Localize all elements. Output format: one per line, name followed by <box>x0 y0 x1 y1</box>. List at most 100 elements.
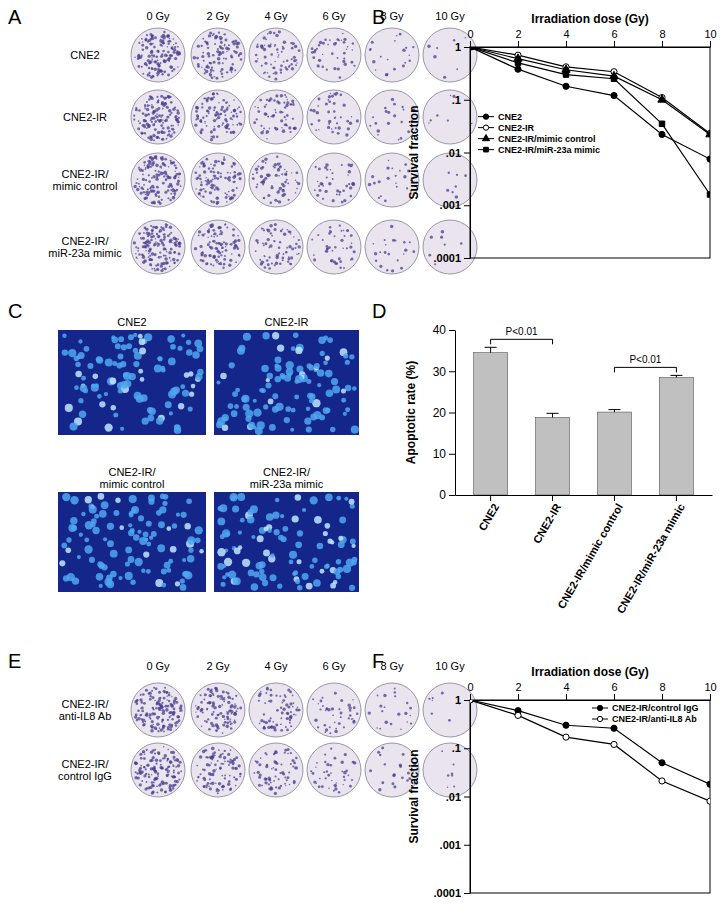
colony <box>173 68 175 70</box>
colony <box>396 186 398 188</box>
colony <box>385 110 388 113</box>
colony <box>135 246 137 248</box>
colony <box>193 56 197 60</box>
colony <box>160 764 162 766</box>
colony <box>173 131 175 133</box>
colony <box>215 689 218 692</box>
colony <box>167 96 170 99</box>
colony <box>201 181 203 183</box>
colony <box>141 718 143 720</box>
colony <box>156 64 158 66</box>
colony <box>269 128 271 130</box>
colony <box>209 191 212 194</box>
colony <box>155 164 159 168</box>
colony <box>175 724 177 726</box>
colony <box>160 55 163 58</box>
colony <box>436 114 439 117</box>
colony <box>273 67 276 70</box>
colony <box>394 691 396 693</box>
colony <box>291 67 294 70</box>
colony <box>202 52 204 54</box>
colony <box>329 226 331 228</box>
colony <box>144 198 146 200</box>
colony <box>166 55 168 57</box>
colony <box>145 689 148 692</box>
colony <box>331 95 334 98</box>
colony <box>404 248 407 251</box>
colony <box>270 64 272 66</box>
colony <box>216 235 218 237</box>
colony <box>203 164 206 167</box>
colony <box>143 119 146 122</box>
colony <box>289 702 292 705</box>
colony <box>230 723 232 725</box>
colony <box>210 200 212 202</box>
colony <box>167 126 170 129</box>
colony <box>200 119 203 122</box>
colony <box>259 723 261 725</box>
colony <box>144 108 146 110</box>
colony <box>209 254 212 257</box>
colony <box>153 243 156 246</box>
colony <box>157 59 159 61</box>
colony <box>159 39 163 43</box>
colony <box>164 164 166 166</box>
colony <box>144 113 148 117</box>
dish <box>131 90 185 144</box>
colony <box>280 729 283 732</box>
colony <box>222 723 225 726</box>
colony <box>270 232 272 234</box>
colony <box>166 775 168 777</box>
colony <box>170 193 172 195</box>
colony <box>213 33 215 35</box>
colony <box>315 166 317 168</box>
colony <box>371 175 374 178</box>
column-label: 2 Gy <box>206 660 230 672</box>
colony <box>155 173 158 176</box>
colony <box>155 226 158 229</box>
colony <box>215 717 218 720</box>
colony <box>331 172 333 174</box>
colony <box>136 257 138 259</box>
colony <box>325 102 328 105</box>
colony <box>210 71 212 73</box>
colony <box>239 123 242 126</box>
colony <box>156 716 159 719</box>
colony <box>266 130 270 134</box>
colony <box>200 128 203 131</box>
colony <box>403 241 406 244</box>
colony <box>161 702 163 704</box>
colony <box>162 108 164 110</box>
colony <box>283 253 285 255</box>
colony <box>312 109 316 113</box>
colony <box>142 237 145 240</box>
colony <box>214 76 216 78</box>
colony <box>144 241 147 244</box>
colony <box>140 192 143 195</box>
colony <box>169 199 171 201</box>
colony <box>318 185 320 187</box>
colony <box>322 42 325 45</box>
colony <box>400 728 402 730</box>
colony <box>167 51 170 54</box>
colony <box>400 137 403 140</box>
colony <box>273 32 275 34</box>
colony <box>220 176 223 179</box>
colony <box>141 710 144 713</box>
colony <box>204 190 206 192</box>
colony <box>206 708 208 710</box>
colony <box>275 695 277 697</box>
colony <box>237 108 239 110</box>
colony <box>149 255 151 257</box>
colony <box>147 73 150 76</box>
colony <box>155 55 158 58</box>
colony <box>236 113 238 115</box>
colony <box>280 717 282 719</box>
colony <box>262 228 264 230</box>
colony <box>230 117 232 119</box>
colony <box>151 67 154 70</box>
colony <box>255 167 259 171</box>
colony <box>195 705 196 706</box>
colony <box>200 694 202 696</box>
colony <box>448 719 451 722</box>
